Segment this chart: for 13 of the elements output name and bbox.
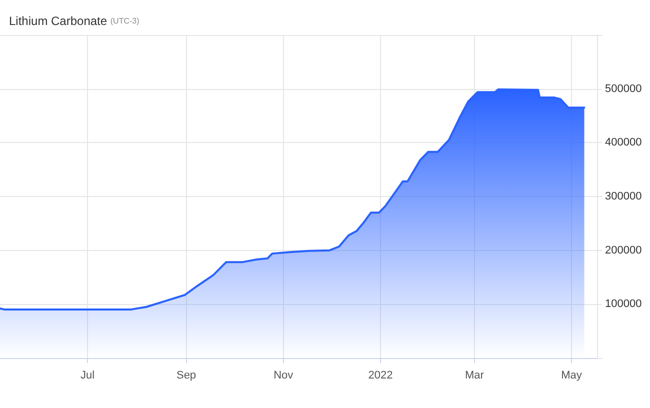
y-tick-label: 200000 xyxy=(605,244,642,256)
y-tick-label: 100000 xyxy=(605,298,642,310)
x-tick-label: Mar xyxy=(464,370,484,382)
chart-title: Lithium Carbonate xyxy=(9,14,108,28)
x-tick-label: Sep xyxy=(176,370,196,382)
y-tick-label: 400000 xyxy=(605,136,642,149)
chart-subtitle: (UTC-3) xyxy=(110,16,140,26)
y-tick-label: 500000 xyxy=(605,82,642,95)
x-tick-label: 2022 xyxy=(368,370,393,382)
x-tick-label: Jul xyxy=(80,370,95,382)
x-tick-label: May xyxy=(561,370,582,382)
x-tick-label: Nov xyxy=(274,370,294,382)
y-tick-label: 300000 xyxy=(605,190,642,202)
